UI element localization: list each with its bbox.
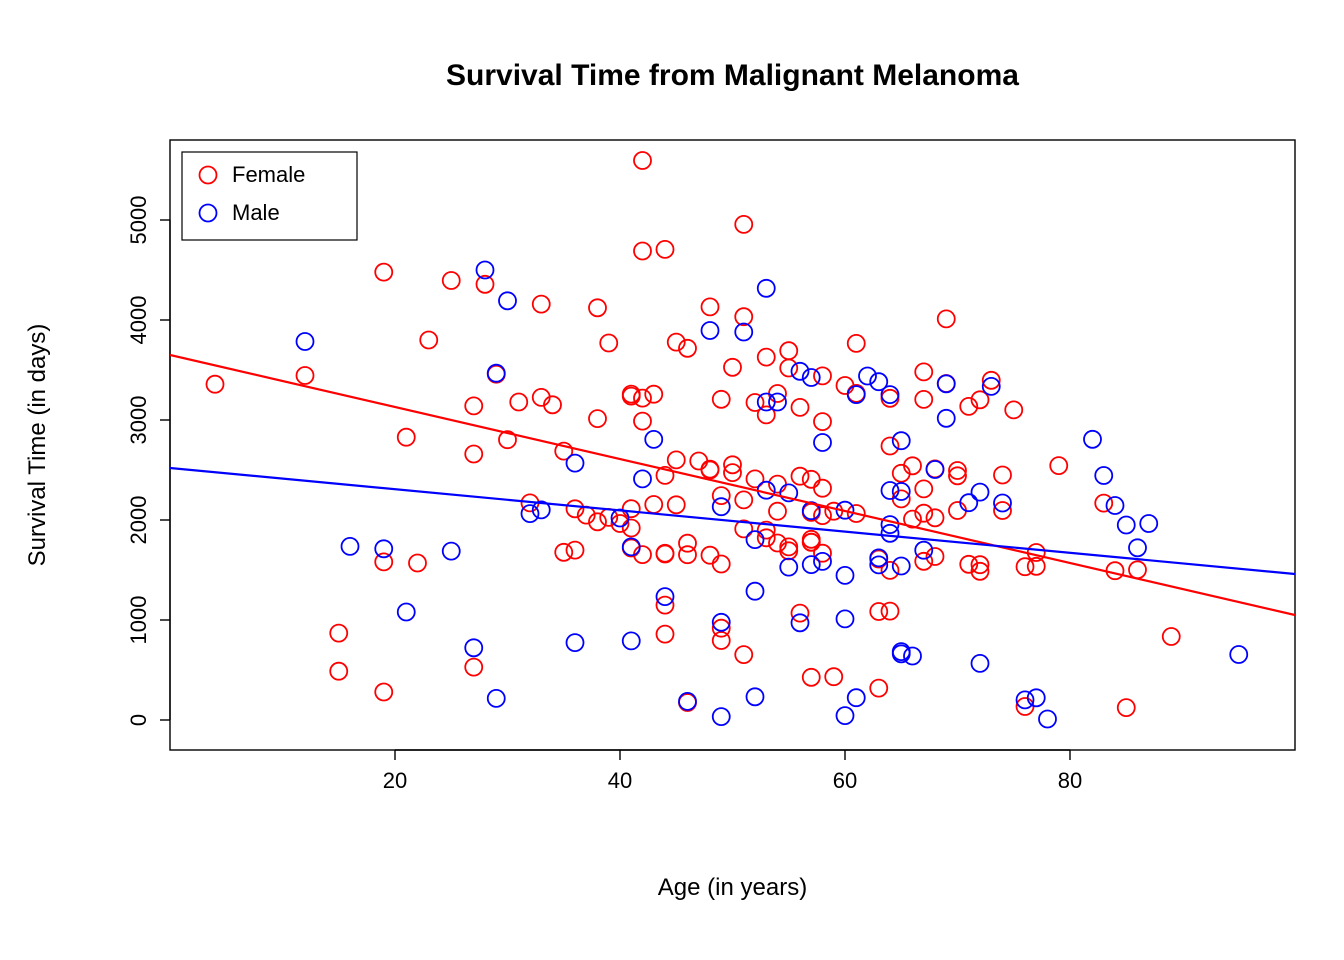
legend-label: Female — [232, 162, 305, 187]
legend: Female Male — [182, 152, 357, 240]
y-tick-label: 4000 — [126, 296, 151, 345]
y-tick-label: 0 — [126, 714, 151, 726]
scatter-chart: Survival Time from Malignant Melanoma 20 4… — [0, 0, 1344, 960]
y-tick-label: 3000 — [126, 396, 151, 445]
y-axis-label: Survival Time (in days) — [24, 324, 51, 567]
y-tick-label: 5000 — [126, 196, 151, 245]
x-tick-label: 20 — [383, 768, 407, 793]
x-tick-label: 40 — [608, 768, 632, 793]
chart-title: Survival Time from Malignant Melanoma — [446, 59, 1019, 92]
legend-label: Male — [232, 200, 280, 225]
y-tick-label: 1000 — [126, 596, 151, 645]
y-tick-label: 2000 — [126, 496, 151, 545]
x-tick-label: 80 — [1058, 768, 1082, 793]
chart-container: Survival Time from Malignant Melanoma 20 4… — [0, 0, 1344, 960]
x-axis-label: Age (in years) — [658, 874, 807, 901]
x-tick-label: 60 — [833, 768, 857, 793]
